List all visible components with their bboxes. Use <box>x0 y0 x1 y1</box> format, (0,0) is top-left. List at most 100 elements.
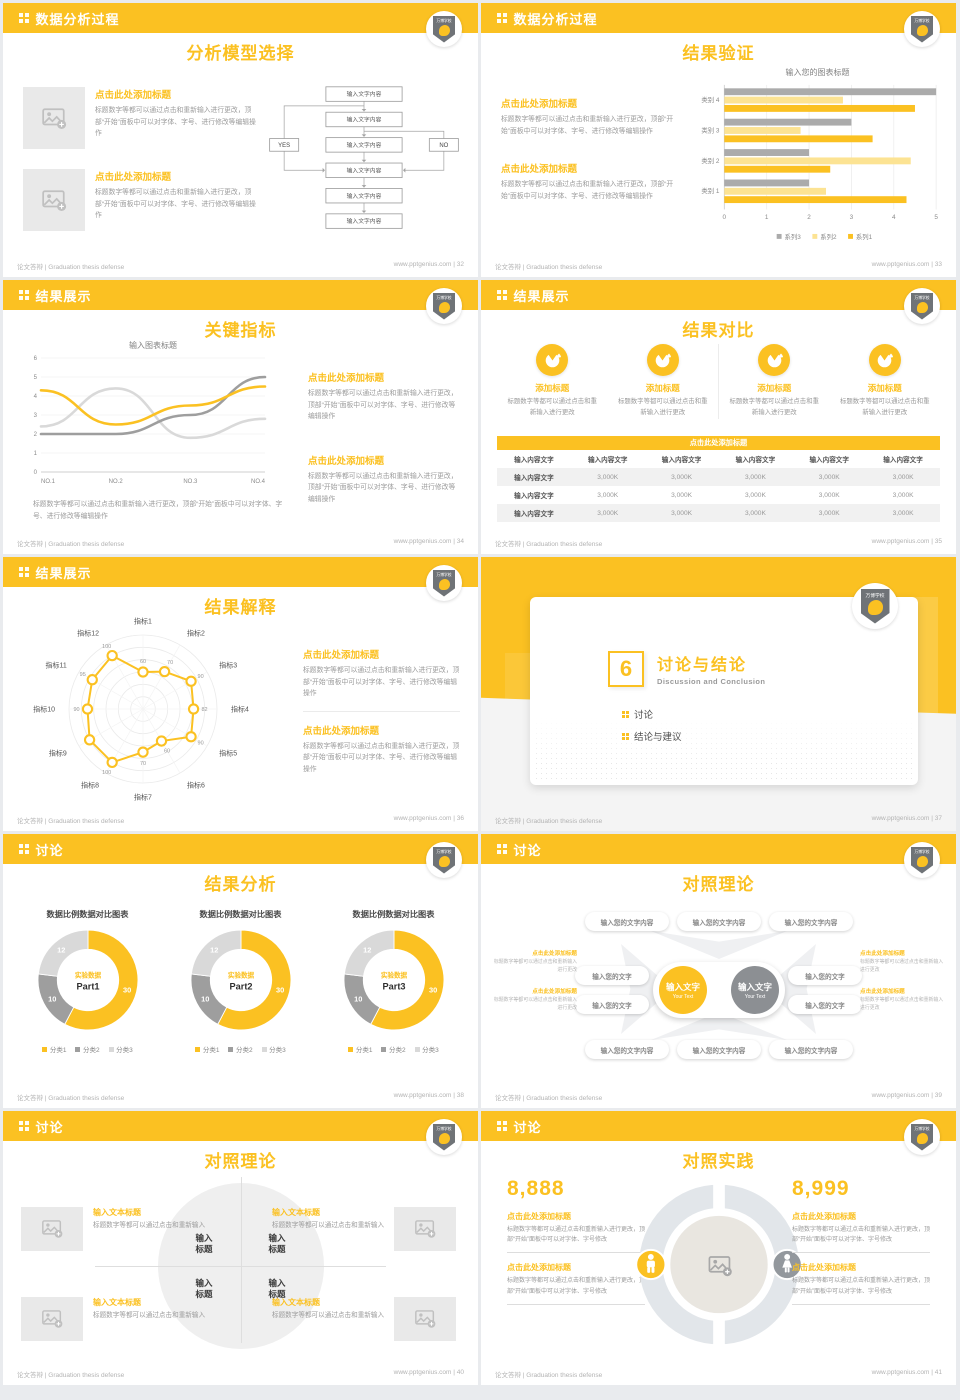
pill-column-right: 输入您的文字 输入您的文字 <box>788 966 862 1014</box>
svg-text:2: 2 <box>34 432 38 438</box>
slide-32[interactable]: 数据分析过程 万博学校 分析模型选择 点击此处添加标题 标题数字等都可以通过点击和… <box>3 3 478 277</box>
column-header: 输入内容文字 <box>735 457 776 464</box>
corner-title: 输入文本标题 <box>93 1208 141 1217</box>
svg-text:NO.4: NO.4 <box>251 479 266 485</box>
slide-39[interactable]: 讨论 万博学校 对照理论 输入您的文字内容 输入您的文字内容 输入您的文字内容 输入… <box>481 834 956 1108</box>
slide-41[interactable]: 讨论 万博学校 对照实践 8,888 点击此处添加标题 标题数字等都可以通过点击和… <box>481 1111 956 1385</box>
slide-title: 结果验证 <box>682 44 755 63</box>
quadrant-label: 输入 标题 <box>268 1277 286 1299</box>
footer-right: www.pptgenius.com | 34 <box>393 538 464 545</box>
legend-item: 分类3 <box>414 1044 439 1054</box>
svg-text:2: 2 <box>807 214 811 221</box>
slide-33[interactable]: 数据分析过程 万博学校 结果验证 点击此处添加标题 标题数字等都可以通过点击和重新… <box>481 3 956 277</box>
svg-text:10: 10 <box>48 994 56 1003</box>
school-badge: 万博学校 <box>426 288 462 324</box>
legend-item: 分类1 <box>195 1044 219 1054</box>
horizontal-divider <box>95 1266 386 1267</box>
svg-text:95: 95 <box>80 672 86 678</box>
lion-emblem-icon <box>916 302 928 313</box>
corner-body: 标题数字等都可以通过点击和重新输入 <box>272 1312 385 1319</box>
table-cell: 3,000K <box>818 473 840 481</box>
block-body: 标题数字等都可以通过点击和重新输入进行更改，顶部“开始”面板中可以对字体、字号修… <box>792 1227 931 1244</box>
grid-dots-icon <box>19 13 29 23</box>
column-header: 输入内容文字 <box>883 457 923 464</box>
block-title: 点击此处添加标题 <box>308 373 385 384</box>
school-badge: 万博学校 <box>852 583 898 629</box>
shield-icon: 万博学校 <box>433 569 455 597</box>
quadrant-label: 输入 标题 <box>195 1277 213 1299</box>
school-name: 万博学校 <box>436 572 452 577</box>
legend-swatch <box>348 1046 354 1052</box>
column-header: 输入内容文字 <box>809 457 849 464</box>
image-placeholder <box>394 1207 457 1251</box>
svg-text:类别 3: 类别 3 <box>701 125 719 134</box>
text-pill: 输入您的文字 <box>575 966 649 985</box>
legend-item: 分类2 <box>228 1044 253 1054</box>
shield-icon: 万博学校 <box>433 1123 455 1151</box>
slide-36[interactable]: 结果展示 万博学校 结果解释 指标1 60 指标2 70 指标3 90 指标4 82 指标5 90… <box>3 557 478 831</box>
svg-text:指标6: 指标6 <box>187 781 205 790</box>
flowchart: 输入文字内容 输入文字内容 输入文字内容 输入文字内容 输入文字内容 输入文字内容 YES N… <box>266 85 462 244</box>
svg-text:Part2: Part2 <box>229 982 252 992</box>
pie-chart-icon <box>868 344 901 376</box>
lion-emblem-icon <box>438 25 450 36</box>
svg-text:输入文字内容: 输入文字内容 <box>347 141 382 149</box>
footer-left: 论文答辩 | Graduation thesis defense <box>495 264 603 271</box>
footer-right: www.pptgenius.com | 38 <box>393 1092 464 1099</box>
table-row: 输入内容文字 3,000K 3,000K 3,000K 3,000K 3,000K <box>497 504 940 522</box>
school-badge: 万博学校 <box>426 842 462 878</box>
svg-text:实验数据: 实验数据 <box>380 970 407 979</box>
footer-left: 论文答辩 | Graduation thesis defense <box>17 1372 125 1379</box>
block-title: 点击此处添加标题 <box>303 650 380 661</box>
content-block: 点击此处添加标题 标题数字等都可以通过点击和重新输入进行更改，顶部“开始”面板中可… <box>23 169 261 231</box>
slide-34[interactable]: 结果展示 万博学校 关键指标 输入图表标题 0 1 2 3 4 5 6 NO.1 NO.2 NO.… <box>3 280 478 554</box>
block-title: 点击此处添加标题 <box>792 1212 856 1221</box>
corner-block: 输入文本标题 标题数字等都可以通过点击和重新输入 <box>272 1207 460 1251</box>
svg-text:Part1: Part1 <box>76 982 99 992</box>
table-cell: 3,000K <box>744 509 766 517</box>
content-blocks: 点击此处添加标题 标题数字等都可以通过点击和重新输入进行更改，顶部“开始”面板中可… <box>308 370 462 535</box>
annotation-body: 标题数字等都可以通过点击和重新输入进行更改 <box>860 960 944 973</box>
corner-text: 输入文本标题标题数字等都可以通过点击和重新输入 <box>272 1297 384 1341</box>
svg-text:90: 90 <box>73 707 79 713</box>
feature-body: 标题数字等都可以通过点击和重新输入进行更改 <box>729 398 819 416</box>
slide-title: 结果对比 <box>682 321 755 340</box>
school-badge: 万博学校 <box>426 565 462 601</box>
image-placeholder <box>21 1297 83 1341</box>
footer-right: www.pptgenius.com | 36 <box>393 815 464 822</box>
footer-left: 论文答辩 | Graduation thesis defense <box>17 818 125 825</box>
content-block: 点击此处添加标题 标题数字等都可以通过点击和重新输入进行更改，顶部“开始”面板中可… <box>308 453 462 506</box>
shield-icon: 万博学校 <box>911 846 933 874</box>
slide-37[interactable]: 万博学校 6 讨论与结论 Discussion and Conclusion 讨… <box>481 557 956 831</box>
legend-swatch <box>381 1046 387 1052</box>
svg-text:70: 70 <box>140 761 146 767</box>
slide-38[interactable]: 讨论 万博学校 结果分析 数据比例数据对比图表 30 10 12 实验数据 Part1 分类… <box>3 834 478 1108</box>
legend-swatch <box>75 1046 81 1052</box>
svg-text:100: 100 <box>102 770 111 776</box>
divider-subtitle: Discussion and Conclusion <box>657 677 766 686</box>
block-body: 标题数字等都可以通过点击和重新输入进行更改，顶部“开始”面板中可以对字体、字号修… <box>507 1278 646 1295</box>
feature-body: 标题数字等都可以通过点击和重新输入进行更改 <box>507 398 597 416</box>
slide-35[interactable]: 结果展示 万博学校 结果对比 添加标题 标题数字等都可以通过点击和重新输入进行更改… <box>481 280 956 554</box>
text-pill: 输入您的文字内容 <box>677 912 761 931</box>
feature-body: 标题数字等都可以通过点击和重新输入进行更改 <box>840 398 930 416</box>
block-title: 点击此处添加标题 <box>501 164 578 176</box>
shield-icon: 万博学校 <box>911 15 933 43</box>
feature-title: 添加标题 <box>535 383 570 393</box>
left-column: 8,888 点击此处添加标题 标题数字等都可以通过点击和重新输入进行更改，顶部“开… <box>507 1177 645 1314</box>
corner-title: 输入文本标题 <box>272 1298 320 1307</box>
slide-title: 对照理论 <box>682 875 755 894</box>
block-text: 点击此处添加标题 标题数字等都可以通过点击和重新输入进行更改，顶部“开始”面板中可… <box>95 169 261 231</box>
bar-chart-area: 输入您的图表标题 0 1 2 3 4 5 类别 4 类别 3 类别 2 类别 1 系列3 系列2 系列1 <box>689 67 946 253</box>
lion-emblem-icon <box>438 1133 450 1144</box>
legend-swatch <box>414 1046 420 1052</box>
image-placeholder-icon <box>708 1256 732 1277</box>
slide-40[interactable]: 讨论 万博学校 对照理论 输入 标题 输入 标题 输入 标题 输入 标题 输入文本标题… <box>3 1111 478 1385</box>
shield-icon: 万博学校 <box>911 292 933 320</box>
svg-text:指标10: 指标10 <box>33 705 55 714</box>
table-cell: 输入内容文字 <box>514 493 554 500</box>
slide-title: 对照理论 <box>204 1152 277 1171</box>
legend-item: 分类1 <box>348 1044 372 1054</box>
grid-dots-icon <box>19 567 29 577</box>
lion-emblem-icon <box>438 302 450 313</box>
